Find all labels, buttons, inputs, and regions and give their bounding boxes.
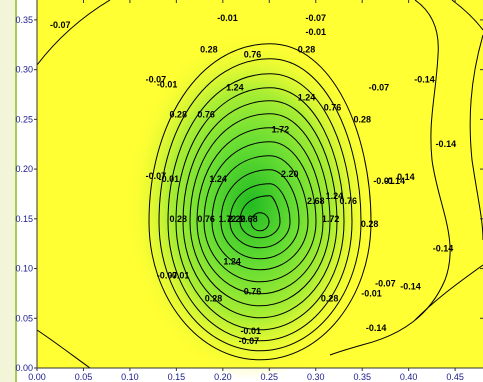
x-tick-label: 0.40 xyxy=(400,372,418,382)
contour-lines xyxy=(36,0,483,369)
contour-level-label: 1.72 xyxy=(272,124,290,134)
contour-level-label: -0.14 xyxy=(414,75,435,85)
contour-labels: -0.07-0.01 -0.07-0.010.28 0.280.76-0.07-0.… xyxy=(50,13,456,346)
contour-ring xyxy=(229,183,291,249)
x-tick-label: 0.15 xyxy=(168,372,186,382)
x-tick-label: 0.35 xyxy=(353,372,371,382)
contour-level-label: -0.01 xyxy=(361,288,382,298)
contour-level-label: -0.14 xyxy=(384,176,405,186)
contour-level-label: 0.76 xyxy=(244,50,262,60)
contour-level-label: 0.28 xyxy=(169,214,187,224)
contour-ring xyxy=(189,113,331,307)
contour-level-label: -0.07 xyxy=(375,278,396,288)
contour-ring xyxy=(182,100,338,319)
x-tick-label: 0.45 xyxy=(446,372,464,382)
contour-level-label: 0.76 xyxy=(340,196,358,206)
x-tick-label: 0.00 xyxy=(28,372,46,382)
contour-ring xyxy=(220,169,300,260)
contour-level-label: -0.01 xyxy=(157,80,178,90)
contour-level-label: 1.24 xyxy=(223,257,241,267)
left-side-panel xyxy=(0,0,16,382)
y-tick-label: 0.30 xyxy=(15,65,33,75)
contour-level-label: -0.07 xyxy=(50,20,71,30)
contour-wave xyxy=(36,0,111,66)
contour-level-label: 0.76 xyxy=(197,214,215,224)
y-tick-label: 0.15 xyxy=(15,214,33,224)
contour-ring xyxy=(148,43,372,361)
contour-level-label: -0.14 xyxy=(400,281,421,291)
contour-ring xyxy=(167,73,353,342)
contour-level-label: 1.24 xyxy=(298,92,316,102)
contour-level-label: 0.28 xyxy=(200,45,218,55)
contour-level-label: -0.01 xyxy=(373,176,394,186)
left-side-panel-edge xyxy=(15,0,17,382)
contour-ring xyxy=(158,58,362,352)
contour-level-label: -0.07 xyxy=(239,336,260,346)
contour-level-label: 0.28 xyxy=(361,219,379,229)
contour-level-label: 0.76 xyxy=(324,102,342,112)
contour-level-label: -0.07 xyxy=(305,13,326,23)
contour-wave xyxy=(414,264,483,321)
contour-level-label: -0.07 xyxy=(146,171,167,181)
x-tick-label: 0.10 xyxy=(121,372,139,382)
contour-ring xyxy=(175,87,345,331)
contour-level-label: -0.14 xyxy=(436,139,457,149)
contour-level-label: 0.14 xyxy=(397,172,415,182)
contour-level-label: 2.68 xyxy=(240,214,258,224)
contour-level-label: -0.07 xyxy=(146,75,167,85)
y-tick-label: 0.05 xyxy=(15,313,33,323)
contour-level-label: 2.20 xyxy=(228,214,246,224)
y-tick-label: 0.10 xyxy=(15,264,33,274)
contour-wave xyxy=(451,0,483,31)
x-axis-ticks: 0.00 0.05 0.10 0.15 0.20 0.25 0.30 0.35 0.40 0.45 xyxy=(28,0,464,382)
contour-wave xyxy=(329,0,451,356)
contour-wave xyxy=(36,329,91,369)
contour-level-label: 0.28 xyxy=(205,293,223,303)
contour-level-label: 2.68 xyxy=(307,196,325,206)
y-tick-label: 0.35 xyxy=(15,15,33,25)
contour-ring xyxy=(211,155,309,271)
contour-level-label: 0.76 xyxy=(244,286,262,296)
contour-level-label: -0.01 xyxy=(217,13,238,23)
contour-level-label: -0.01 xyxy=(305,27,326,37)
contour-ring xyxy=(203,141,317,283)
y-tick-label: 0.25 xyxy=(15,114,33,124)
y-tick-label: 0.20 xyxy=(15,164,33,174)
contour-level-label: 1.24 xyxy=(209,174,227,184)
contour-peak-ring xyxy=(250,212,270,232)
contour-level-label: -0.14 xyxy=(366,323,387,333)
contour-level-label: 1.72 xyxy=(219,214,237,224)
contour-level-label: -0.14 xyxy=(433,244,454,254)
x-tick-label: 0.30 xyxy=(307,372,325,382)
y-tick-label: 0.00 xyxy=(15,363,33,373)
contour-ring xyxy=(196,127,324,295)
contour-level-label: 0.28 xyxy=(353,114,371,124)
contour-level-label: 1.24 xyxy=(226,83,244,93)
contour-ring xyxy=(239,195,281,239)
contour-level-label: 0.28 xyxy=(169,109,187,119)
contour-level-label: 0.76 xyxy=(197,109,215,119)
contour-level-label: -0.01 xyxy=(169,271,190,281)
contour-level-label: 1.72 xyxy=(322,214,340,224)
contour-level-label: -0.01 xyxy=(159,174,180,184)
contour-level-label: 1.24 xyxy=(326,191,344,201)
contour-level-label: -0.07 xyxy=(369,83,390,93)
x-tick-label: 0.20 xyxy=(214,372,232,382)
contour-level-label: -0.07 xyxy=(157,271,178,281)
contour-level-label: 2.20 xyxy=(281,169,299,179)
x-tick-label: 0.05 xyxy=(75,372,93,382)
contour-level-label: -0.01 xyxy=(240,326,261,336)
contour-level-label: 0.28 xyxy=(298,45,316,55)
x-tick-label: 0.25 xyxy=(261,372,279,382)
peak-color-field xyxy=(126,30,376,380)
contour-level-label: 0.28 xyxy=(321,293,339,303)
